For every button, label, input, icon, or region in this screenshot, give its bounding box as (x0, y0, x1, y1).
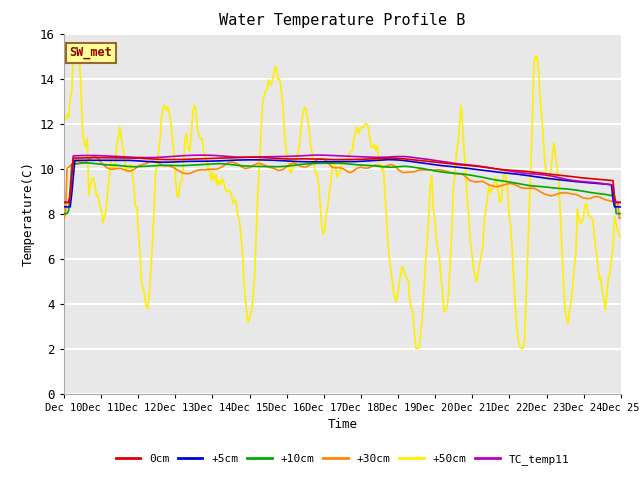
+30cm (617, 215, 625, 221)
+30cm (130, 167, 138, 172)
TC_temp11 (254, 154, 262, 160)
Line: +30cm: +30cm (64, 156, 621, 218)
+10cm (246, 163, 254, 169)
+10cm (617, 211, 625, 216)
TC_temp11 (60, 200, 68, 205)
+50cm (305, 126, 313, 132)
0cm (226, 155, 234, 161)
0cm (60, 200, 68, 205)
+30cm (228, 159, 236, 165)
0cm (617, 200, 625, 205)
TC_temp11 (617, 200, 625, 205)
0cm (255, 155, 263, 160)
+10cm (305, 161, 313, 167)
+10cm (60, 211, 68, 216)
+5cm (60, 204, 68, 210)
+10cm (82, 160, 90, 166)
+50cm (70, 53, 77, 59)
+30cm (305, 162, 313, 168)
+50cm (228, 192, 236, 197)
0cm (305, 156, 313, 162)
Y-axis label: Temperature(C): Temperature(C) (21, 161, 35, 266)
+50cm (589, 218, 596, 224)
+50cm (255, 162, 263, 168)
0cm (244, 155, 252, 160)
+10cm (228, 162, 236, 168)
+50cm (617, 235, 625, 240)
Line: 0cm: 0cm (64, 157, 621, 203)
Line: +5cm: +5cm (64, 160, 621, 207)
+30cm (60, 215, 68, 221)
+5cm (303, 159, 311, 165)
+30cm (588, 195, 595, 201)
Line: TC_temp11: TC_temp11 (64, 155, 621, 203)
+5cm (226, 157, 234, 163)
+50cm (60, 120, 68, 125)
+50cm (412, 346, 420, 351)
+30cm (91, 154, 99, 159)
TC_temp11 (313, 152, 321, 158)
Legend: 0cm, +5cm, +10cm, +30cm, +50cm, TC_temp11: 0cm, +5cm, +10cm, +30cm, +50cm, TC_temp1… (111, 450, 573, 469)
Title: Water Temperature Profile B: Water Temperature Profile B (220, 13, 465, 28)
Text: SW_met: SW_met (70, 46, 112, 59)
+50cm (130, 183, 138, 189)
TC_temp11 (303, 153, 311, 158)
TC_temp11 (226, 154, 234, 160)
+10cm (255, 164, 263, 169)
+5cm (588, 180, 595, 186)
Line: +50cm: +50cm (64, 56, 621, 348)
+10cm (130, 164, 138, 169)
TC_temp11 (588, 180, 595, 185)
+30cm (246, 165, 254, 170)
0cm (588, 176, 595, 181)
TC_temp11 (244, 154, 252, 160)
+5cm (617, 204, 625, 210)
+10cm (588, 190, 595, 195)
+5cm (386, 157, 394, 163)
TC_temp11 (129, 155, 136, 160)
+5cm (244, 157, 252, 163)
+30cm (255, 161, 263, 167)
Line: +10cm: +10cm (64, 163, 621, 214)
0cm (246, 155, 254, 160)
0cm (129, 155, 136, 161)
+5cm (254, 157, 262, 163)
+5cm (129, 157, 136, 163)
+50cm (246, 312, 254, 317)
X-axis label: Time: Time (328, 418, 357, 431)
